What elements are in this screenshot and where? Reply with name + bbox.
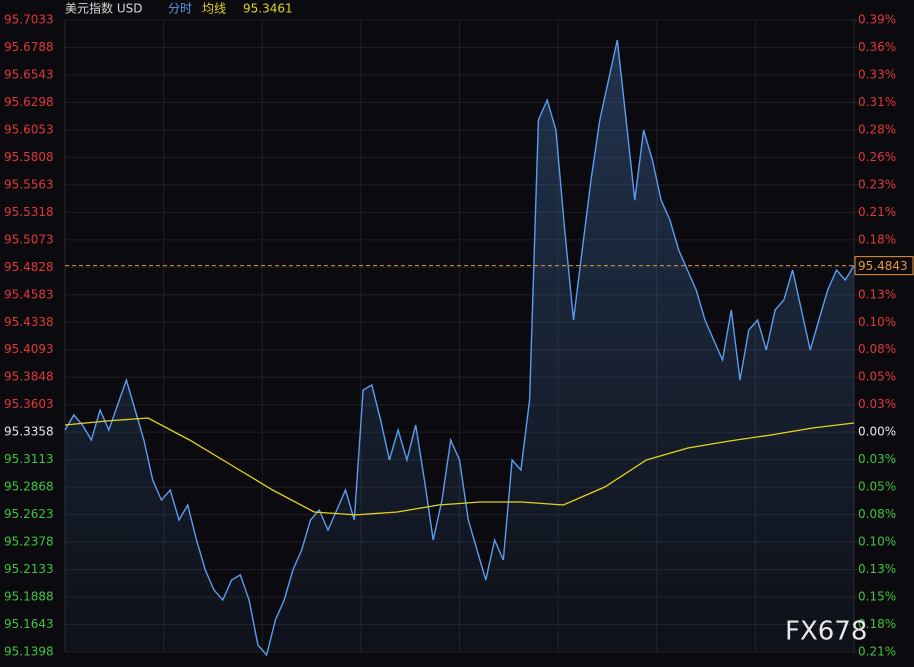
y-tick-label: 95.7033 — [4, 13, 54, 27]
y2-tick-label: 0.08% — [858, 507, 896, 521]
y-tick-label: 95.4583 — [4, 287, 54, 301]
y2-tick-label: 0.18% — [858, 617, 896, 631]
grid: 95.7033 95.6788 95.6543 95.6298 95.6053 95.58… — [4, 13, 896, 659]
chart-title: 美元指数 USD — [65, 1, 142, 16]
y-tick-label: 95.1398 — [4, 645, 54, 659]
y-tick-label: 95.2133 — [4, 562, 54, 576]
legend-entry: 分时 — [168, 2, 192, 16]
y2-tick-label: 0.31% — [858, 95, 896, 109]
y-tick-label: 95.3603 — [4, 397, 54, 411]
y2-tick-label: 0.21% — [858, 205, 896, 219]
y2-tick-label: 0.18% — [858, 232, 896, 246]
y2-tick-label: 0.00% — [858, 425, 896, 439]
y2-tick-label: 0.13% — [858, 287, 896, 301]
y-tick-label: 95.6543 — [4, 67, 54, 81]
series-line — [64, 417, 855, 516]
y2-tick-label: 0.21% — [858, 645, 896, 659]
y2-tick-label: 0.13% — [858, 562, 896, 576]
y-tick-label: 95.3358 — [4, 425, 54, 439]
y2-tick-label: 0.05% — [858, 480, 896, 494]
y2-tick-label: 0.03% — [858, 397, 896, 411]
y-tick-label: 95.3848 — [4, 370, 54, 384]
y-tick-label: 95.2623 — [4, 507, 54, 521]
current-price-label: 95.4843 — [858, 259, 908, 273]
y-tick-label: 95.1888 — [4, 590, 54, 604]
y-tick-label: 95.5563 — [4, 177, 54, 191]
y-tick-label: 95.6788 — [4, 40, 54, 54]
y2-tick-label: 0.03% — [858, 452, 896, 466]
y2-tick-label: 0.23% — [858, 177, 896, 191]
y-tick-label: 95.5073 — [4, 232, 54, 246]
y-tick-label: 95.6053 — [4, 122, 54, 136]
y2-tick-label: 0.36% — [858, 40, 896, 54]
y2-tick-label: 0.39% — [858, 13, 896, 27]
y-tick-label: 95.2378 — [4, 535, 54, 549]
y-tick-label: 95.3113 — [4, 452, 54, 466]
watermark: FX678 — [785, 617, 867, 647]
y2-tick-label: 0.10% — [858, 315, 896, 329]
plot: 95.4843 — [64, 39, 914, 657]
y-tick-label: 95.4093 — [4, 342, 54, 356]
average-value: 95.3461 — [243, 2, 293, 16]
y2-tick-label: 0.08% — [858, 342, 896, 356]
y-tick-label: 95.5808 — [4, 150, 54, 164]
y2-tick-label: 0.33% — [858, 67, 896, 81]
y2-tick-label: 0.10% — [858, 535, 896, 549]
y-tick-label: 95.1643 — [4, 617, 54, 631]
y2-tick-label: 0.05% — [858, 370, 896, 384]
y2-tick-label: 0.15% — [858, 590, 896, 604]
y-tick-label: 95.4828 — [4, 260, 54, 274]
series-line — [64, 39, 855, 657]
y-tick-label: 95.4338 — [4, 315, 54, 329]
y-tick-label: 95.6298 — [4, 95, 54, 109]
area — [65, 40, 854, 655]
current-price-box — [854, 256, 914, 276]
y2-tick-label: 0.28% — [858, 122, 896, 136]
legend-entry: 均线 — [202, 2, 226, 16]
y-tick-label: 95.5318 — [4, 205, 54, 219]
y2-tick-label: 0.26% — [858, 150, 896, 164]
y-tick-label: 95.2868 — [4, 480, 54, 494]
